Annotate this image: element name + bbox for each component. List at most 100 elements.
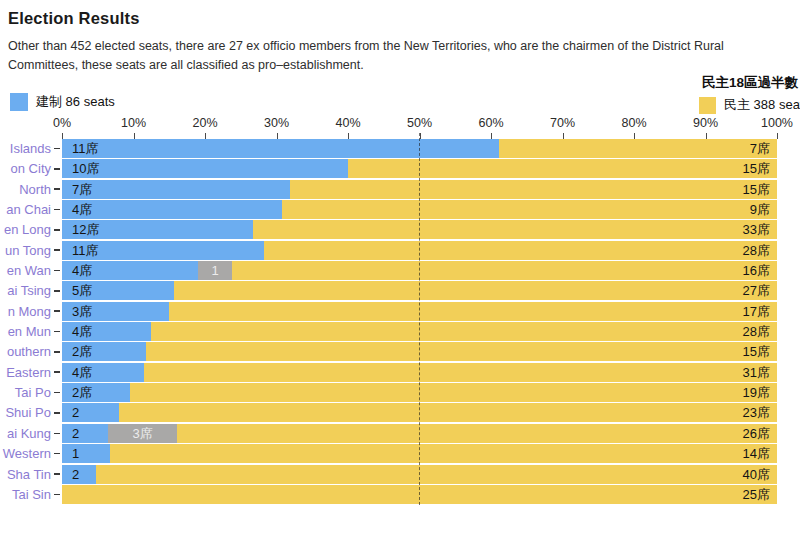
x-tick-label: 10% [121, 116, 146, 130]
y-axis-tick-mark [54, 188, 60, 190]
district-label: Shui Po [5, 403, 51, 422]
legend-democracy[interactable]: 民主 388 seats [699, 96, 800, 114]
district-label: on City [11, 159, 51, 178]
bar-segment-democracy[interactable]: 16席 [232, 261, 777, 280]
bar-segment-establishment-value: 2 [62, 424, 108, 443]
bar-segment-democracy-value: 19席 [130, 383, 777, 402]
bar-segment-establishment[interactable]: 2席 [62, 342, 146, 361]
bar-segment-democracy[interactable]: 15席 [290, 180, 778, 199]
bar-segment-democracy-value: 9席 [282, 200, 777, 219]
bar-segment-establishment[interactable]: 2 [62, 403, 119, 422]
legend-establishment[interactable]: 建制 86 seats [10, 93, 115, 111]
bar-segment-democracy[interactable]: 15席 [146, 342, 777, 361]
y-axis-tick-mark [54, 412, 60, 414]
bar-segment-establishment-value: 11席 [62, 139, 499, 158]
bar-segment-democracy[interactable]: 26席 [177, 424, 777, 443]
y-axis-tick-mark [54, 209, 60, 211]
y-axis-tick-mark [54, 351, 60, 353]
bar-segment-establishment[interactable]: 7席 [62, 180, 290, 199]
bar-segment-democracy[interactable]: 31席 [144, 363, 777, 382]
y-axis-tick-mark [54, 392, 60, 394]
bar-segment-democracy-value: 15席 [146, 342, 777, 361]
district-label: Sha Tin [7, 465, 51, 484]
bar-segment-other[interactable]: 3席 [108, 424, 177, 443]
bar-segment-establishment[interactable]: 5席 [62, 281, 174, 300]
district-label: ai Tsing [7, 281, 51, 300]
bar-segment-democracy-value: 28席 [264, 241, 777, 260]
y-axis-tick-mark [54, 249, 60, 251]
bar-segment-democracy-value: 15席 [290, 180, 778, 199]
district-label: ai Kung [7, 424, 51, 443]
bar-segment-democracy-value: 14席 [110, 444, 777, 463]
bar-segment-democracy[interactable]: 40席 [96, 465, 777, 484]
bar-segment-other-value: 3席 [133, 424, 153, 443]
bar-segment-democracy-value: 28席 [151, 322, 777, 341]
y-axis-tick-mark [54, 433, 60, 435]
x-tick-label: 70% [550, 116, 575, 130]
bar-segment-establishment-value: 2席 [62, 342, 146, 361]
bar-segment-establishment-value: 1 [62, 444, 110, 463]
bar-segment-establishment-value: 11席 [62, 241, 264, 260]
bar-segment-establishment[interactable]: 2 [62, 465, 96, 484]
bar-segment-establishment-value: 4席 [62, 200, 282, 219]
bar-segment-establishment[interactable]: 10席 [62, 159, 348, 178]
district-label: North [19, 180, 51, 199]
bar-segment-establishment[interactable]: 11席 [62, 241, 264, 260]
bar-segment-establishment[interactable]: 4席 [62, 363, 144, 382]
bar-segment-establishment[interactable]: 3席 [62, 302, 169, 321]
bar-segment-other[interactable]: 1 [198, 261, 232, 280]
bar-segment-democracy[interactable]: 7席 [499, 139, 777, 158]
bar-segment-democracy[interactable]: 15席 [348, 159, 777, 178]
y-axis-tick-mark [54, 453, 60, 455]
x-tick-label: 20% [192, 116, 217, 130]
fifty-percent-reference-line [419, 133, 420, 505]
district-label: un Tong [5, 241, 51, 260]
bar-segment-democracy[interactable]: 28席 [151, 322, 777, 341]
bar-segment-democracy-value: 26席 [177, 424, 777, 443]
district-label: Western [3, 444, 51, 463]
page-title: Election Results [8, 9, 140, 28]
y-axis-tick-mark [54, 494, 60, 496]
district-label: Tai Po [15, 383, 51, 402]
bar-segment-establishment-value: 4席 [62, 261, 198, 280]
legend-establishment-label: 建制 86 seats [36, 93, 115, 111]
chart-description: Other than 452 elected seats, there are … [8, 37, 724, 74]
x-tick-label: 100% [761, 116, 793, 130]
bar-segment-democracy-value: 27席 [174, 281, 777, 300]
bar-segment-establishment[interactable]: 2席 [62, 383, 130, 402]
bar-segment-establishment[interactable]: 4席 [62, 200, 282, 219]
x-axis: 0%10%20%30%40%50%60%70%80%90%100% [62, 116, 777, 132]
description-line-2: Committees, these seats are all classifi… [8, 56, 724, 75]
bar-segment-democracy[interactable]: 14席 [110, 444, 777, 463]
bar-segment-establishment-value: 2席 [62, 383, 130, 402]
bar-segment-democracy[interactable]: 19席 [130, 383, 777, 402]
y-axis-tick-mark [54, 148, 60, 150]
x-tick-label: 0% [53, 116, 71, 130]
bar-segment-democracy-value: 17席 [169, 302, 777, 321]
y-axis-tick-mark [54, 371, 60, 373]
bar-segment-establishment[interactable]: 4席 [62, 261, 198, 280]
bar-segment-establishment[interactable]: 4席 [62, 322, 151, 341]
bar-segment-democracy[interactable]: 28席 [264, 241, 777, 260]
district-label: Tai Sin [12, 485, 51, 504]
bar-segment-establishment-value: 10席 [62, 159, 348, 178]
bar-segment-democracy[interactable]: 23席 [119, 403, 777, 422]
bar-segment-establishment-value: 4席 [62, 322, 151, 341]
district-label: an Chai [6, 200, 51, 219]
bar-segment-democracy[interactable]: 17席 [169, 302, 777, 321]
bar-segment-democracy[interactable]: 9席 [282, 200, 777, 219]
district-label: Eastern [6, 363, 51, 382]
bar-segment-other-value: 1 [212, 261, 219, 280]
bar-segment-establishment-value: 7席 [62, 180, 290, 199]
x-tick-mark [777, 133, 778, 139]
bar-segment-establishment[interactable]: 11席 [62, 139, 499, 158]
bar-segment-democracy-value: 7席 [499, 139, 777, 158]
district-label: en Mun [8, 322, 51, 341]
bar-segment-establishment[interactable]: 1 [62, 444, 110, 463]
district-label: en Wan [7, 261, 51, 280]
bar-segment-establishment[interactable]: 12席 [62, 220, 253, 239]
bar-segment-democracy[interactable]: 27席 [174, 281, 777, 300]
bar-segment-democracy[interactable]: 33席 [253, 220, 777, 239]
democracy-majority-annotation: 民主18區過半數 [702, 74, 798, 92]
bar-segment-establishment[interactable]: 2 [62, 424, 108, 443]
